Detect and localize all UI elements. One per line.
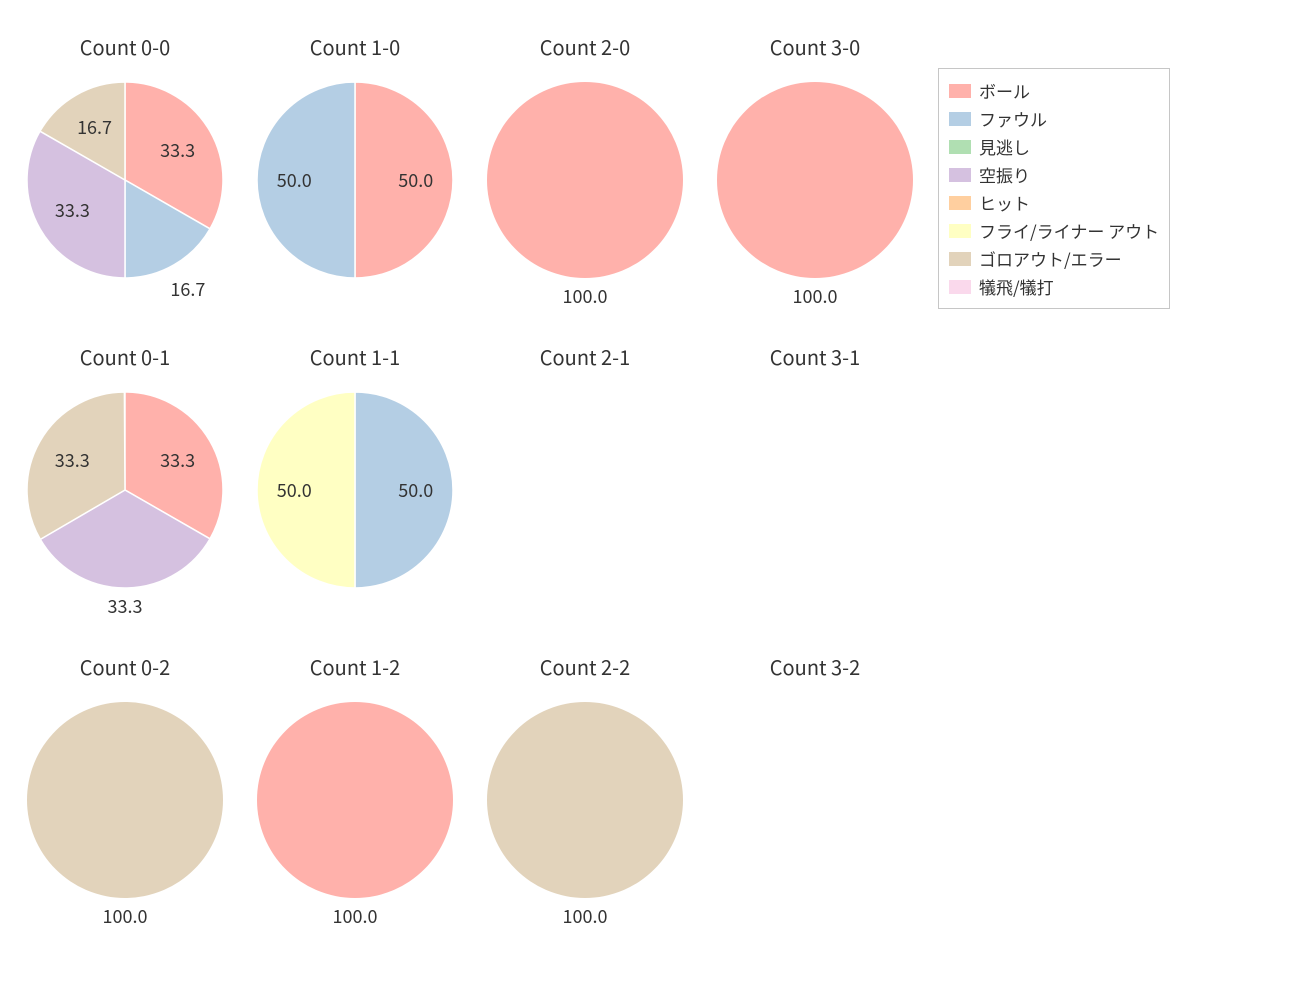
panel-count-2-0: Count 2-0100.0 xyxy=(480,20,690,300)
pie-chart xyxy=(480,20,690,300)
pie-chart xyxy=(250,20,460,300)
panel-count-3-2: Count 3-2 xyxy=(710,640,920,920)
panel-count-0-0: Count 0-033.316.733.316.7 xyxy=(20,20,230,300)
slice-label: 50.0 xyxy=(398,167,433,193)
slice-label: 33.3 xyxy=(55,447,90,473)
panel-title: Count 3-1 xyxy=(710,342,920,371)
slice-label: 100.0 xyxy=(103,903,148,929)
legend-swatch xyxy=(949,84,971,98)
slice-label: 33.3 xyxy=(108,593,143,619)
slice-label: 100.0 xyxy=(793,283,838,309)
panel-count-1-0: Count 1-050.050.0 xyxy=(250,20,460,300)
legend-swatch xyxy=(949,224,971,238)
slice-label: 16.7 xyxy=(77,114,112,140)
panel-count-1-2: Count 1-2100.0 xyxy=(250,640,460,920)
legend-swatch xyxy=(949,140,971,154)
legend-swatch xyxy=(949,252,971,266)
pie-chart xyxy=(480,640,690,920)
panel-count-1-1: Count 1-150.050.0 xyxy=(250,330,460,610)
legend-label: ボール xyxy=(979,78,1030,103)
legend-swatch xyxy=(949,168,971,182)
legend-item-foul: ファウル xyxy=(949,106,1159,131)
pie-slice-ball xyxy=(257,702,453,898)
pie-chart xyxy=(250,330,460,610)
chart-grid: Count 0-033.316.733.316.7Count 1-050.050… xyxy=(0,0,1300,1000)
panel-count-2-1: Count 2-1 xyxy=(480,330,690,610)
slice-label: 33.3 xyxy=(160,137,195,163)
slice-label: 100.0 xyxy=(563,283,608,309)
legend-item-hit: ヒット xyxy=(949,190,1159,215)
panel-count-2-2: Count 2-2100.0 xyxy=(480,640,690,920)
slice-label: 50.0 xyxy=(398,477,433,503)
slice-label: 33.3 xyxy=(160,447,195,473)
panel-count-0-2: Count 0-2100.0 xyxy=(20,640,230,920)
pie-chart xyxy=(20,330,230,610)
panel-count-3-1: Count 3-1 xyxy=(710,330,920,610)
pie-slice-ball xyxy=(717,82,913,278)
slice-label: 50.0 xyxy=(277,477,312,503)
slice-label: 100.0 xyxy=(563,903,608,929)
panel-title: Count 3-2 xyxy=(710,652,920,681)
legend-label: 犠飛/犠打 xyxy=(979,274,1054,299)
slice-label: 16.7 xyxy=(170,276,205,302)
pie-slice-ball xyxy=(487,82,683,278)
pie-chart xyxy=(20,640,230,920)
legend-item-look: 見逃し xyxy=(949,134,1159,159)
panel-count-0-1: Count 0-133.333.333.3 xyxy=(20,330,230,610)
pie-slice-gndout xyxy=(487,702,683,898)
legend-swatch xyxy=(949,280,971,294)
slice-label: 100.0 xyxy=(333,903,378,929)
pie-chart xyxy=(20,20,230,300)
panel-count-3-0: Count 3-0100.0 xyxy=(710,20,920,300)
legend-label: ヒット xyxy=(979,190,1030,215)
pie-slice-gndout xyxy=(27,702,223,898)
legend-label: ゴロアウト/エラー xyxy=(979,246,1122,271)
panel-title: Count 2-1 xyxy=(480,342,690,371)
legend-swatch xyxy=(949,112,971,126)
legend-label: 空振り xyxy=(979,162,1030,187)
pie-chart xyxy=(250,640,460,920)
legend-item-swing: 空振り xyxy=(949,162,1159,187)
pie-chart xyxy=(710,20,920,300)
legend-item-ball: ボール xyxy=(949,78,1159,103)
slice-label: 50.0 xyxy=(277,167,312,193)
legend-item-flyout: フライ/ライナー アウト xyxy=(949,218,1159,243)
legend: ボールファウル見逃し空振りヒットフライ/ライナー アウトゴロアウト/エラー犠飛/… xyxy=(938,68,1170,309)
legend-swatch xyxy=(949,196,971,210)
legend-label: 見逃し xyxy=(979,134,1030,159)
legend-item-gndout: ゴロアウト/エラー xyxy=(949,246,1159,271)
legend-label: フライ/ライナー アウト xyxy=(979,218,1159,243)
legend-item-sac: 犠飛/犠打 xyxy=(949,274,1159,299)
legend-label: ファウル xyxy=(979,106,1047,131)
slice-label: 33.3 xyxy=(55,197,90,223)
